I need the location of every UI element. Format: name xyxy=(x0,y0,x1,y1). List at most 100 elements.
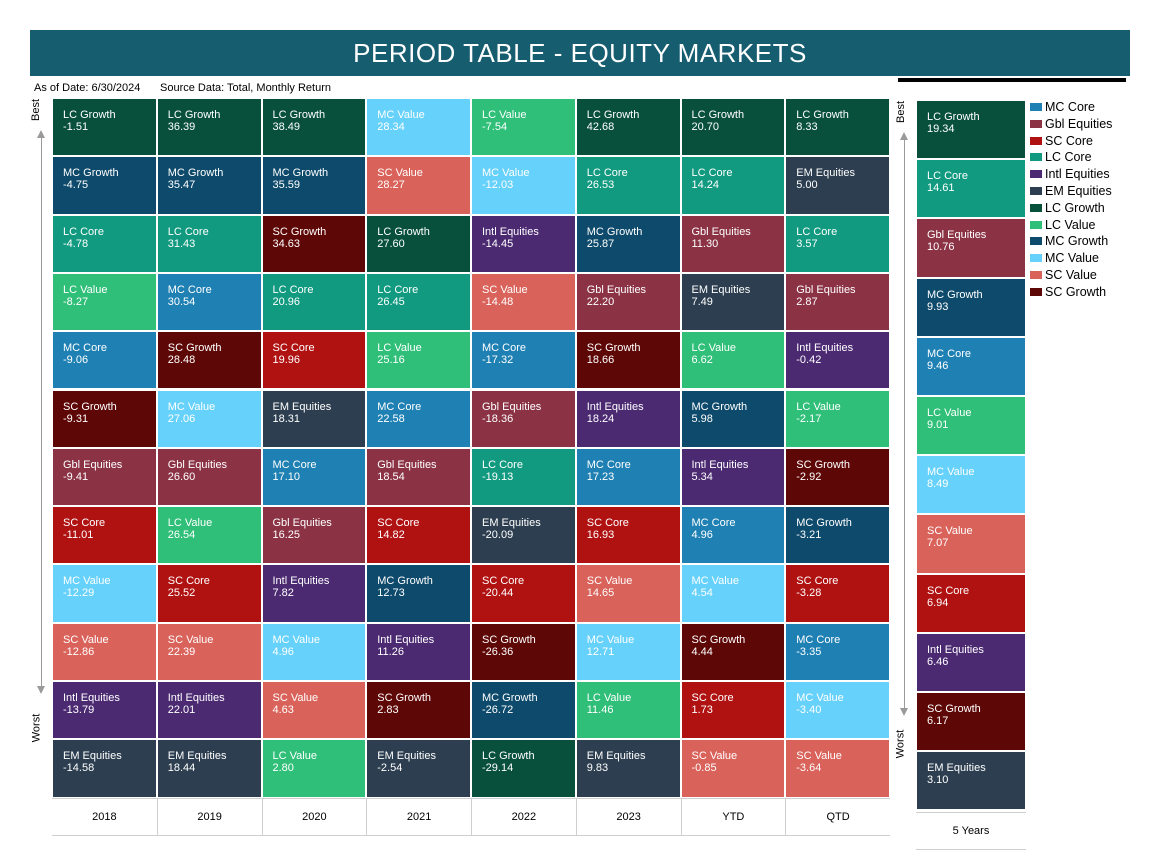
cell-value: 26.60 xyxy=(167,470,196,483)
cell-value: 2.83 xyxy=(377,704,399,716)
cell-lc-growth: LC Growth 42.68 xyxy=(575,98,681,157)
column-label-2019: 2019 xyxy=(156,799,262,835)
cell-label: MC Growth xyxy=(482,692,538,704)
cell-value: 9.01 xyxy=(927,419,949,431)
cell-sc-core: SC Core 6.94 xyxy=(916,573,1026,633)
cell-label: LC Core xyxy=(586,167,628,180)
cell-label: MC Value xyxy=(167,400,216,413)
cell-value: -20.09 xyxy=(482,529,514,542)
cell-label: MC Core xyxy=(691,517,736,530)
cell-em-equities: EM Equities -14.58 xyxy=(52,739,157,798)
legend-swatch xyxy=(1030,136,1042,145)
cell-label: MC Value xyxy=(482,167,530,180)
cell-label: SC Growth xyxy=(167,342,222,355)
cell-value: -3.35 xyxy=(796,645,822,658)
cell-label: MC Core xyxy=(482,342,527,355)
cell-value: -3.28 xyxy=(796,587,822,600)
cell-label: EM Equities xyxy=(691,283,751,296)
legend-item-mc-growth: MC Growth xyxy=(1030,234,1108,248)
cell-value: -8.27 xyxy=(63,295,89,308)
cell-value: 18.66 xyxy=(586,354,615,367)
cell-label: Intl Equities xyxy=(482,225,539,238)
cell-sc-growth: SC Growth 28.48 xyxy=(156,331,262,390)
cell-value: -13.79 xyxy=(63,704,95,716)
cell-mc-core: MC Core 4.96 xyxy=(680,506,786,565)
cell-value: 11.26 xyxy=(377,645,404,658)
cell-value: 10.76 xyxy=(927,241,955,254)
legend-swatch xyxy=(1030,237,1042,246)
cell-label: MC Growth xyxy=(272,167,329,180)
legend-item-intl-equities: Intl Equities xyxy=(1030,167,1110,181)
cell-lc-core: LC Core 3.57 xyxy=(785,214,890,273)
cell-value: 4.96 xyxy=(691,529,713,542)
cell-label: EM Equities xyxy=(796,167,855,180)
cell-value: 14.65 xyxy=(586,587,615,600)
legend-swatch xyxy=(1030,119,1042,128)
legend-swatch xyxy=(1030,153,1042,162)
cell-label: LC Value xyxy=(796,400,841,413)
cell-value: 22.01 xyxy=(167,704,196,716)
column-label-2018: 2018 xyxy=(92,811,117,823)
worst-label-left: Worst xyxy=(30,713,43,743)
arrow-down-icon-right xyxy=(900,708,908,716)
legend-item-gbl-equities: Gbl Equities xyxy=(1030,117,1112,131)
cell-mc-value: MC Value 4.96 xyxy=(261,622,367,681)
legend-label: Gbl Equities xyxy=(1045,116,1113,131)
cell-mc-value: MC Value 27.06 xyxy=(156,389,262,448)
legend-item-mc-core: MC Core xyxy=(1030,100,1095,114)
title-banner: PERIOD TABLE - EQUITY MARKETS xyxy=(30,30,1130,76)
cell-em-equities: EM Equities 3.10 xyxy=(916,751,1026,811)
cell-value: 6.94 xyxy=(927,596,949,609)
cell-em-equities: EM Equities 18.31 xyxy=(261,389,367,448)
cell-label: Gbl Equities xyxy=(272,517,332,530)
cell-label: SC Core xyxy=(927,584,970,597)
cell-label: Intl Equities xyxy=(927,643,984,656)
cell-value: 20.70 xyxy=(691,121,720,133)
cell-sc-core: SC Core -20.44 xyxy=(471,564,576,623)
cell-value: 4.63 xyxy=(272,704,294,716)
cell-lc-value: LC Value 2.80 xyxy=(261,739,367,798)
cell-label: MC Core xyxy=(927,347,972,360)
cell-label: SC Value xyxy=(586,575,633,588)
cell-lc-growth: LC Growth 19.34 xyxy=(916,100,1026,160)
cell-value: -3.21 xyxy=(796,529,822,542)
cell-label: SC Core xyxy=(167,575,210,588)
cell-sc-growth: SC Growth -2.92 xyxy=(785,447,890,507)
cell-label: MC Growth xyxy=(586,225,643,238)
cell-mc-growth: MC Growth 35.59 xyxy=(261,156,367,215)
cell-lc-growth: LC Growth 20.70 xyxy=(680,98,786,157)
legend-item-mc-value: MC Value xyxy=(1030,251,1099,265)
cell-value: 6.62 xyxy=(691,354,713,367)
cell-sc-value: SC Value -3.64 xyxy=(785,739,890,798)
arrow-up-icon-right xyxy=(900,132,908,140)
cell-label: LC Growth xyxy=(691,109,745,121)
cell-label: MC Core xyxy=(377,400,422,413)
cell-intl-equities: Intl Equities 11.26 xyxy=(366,622,471,681)
cell-label: EM Equities xyxy=(482,517,541,530)
cell-value: 2.87 xyxy=(796,295,818,308)
cell-em-equities: EM Equities -20.09 xyxy=(471,506,576,565)
cell-mc-value: MC Value -3.40 xyxy=(785,681,890,740)
cell-label: EM Equities xyxy=(586,750,646,763)
cell-label: SC Core xyxy=(63,517,106,530)
cell-value: 17.10 xyxy=(272,470,301,483)
cell-mc-value: MC Value 4.54 xyxy=(680,564,786,623)
cell-sc-growth: SC Growth 4.44 xyxy=(680,622,786,681)
cell-value: 20.96 xyxy=(272,295,301,308)
cell-intl-equities: Intl Equities -13.79 xyxy=(52,681,157,740)
cell-label: Gbl Equities xyxy=(482,400,542,413)
cell-value: -3.64 xyxy=(796,762,822,775)
cell-value: 25.87 xyxy=(586,237,615,250)
cell-gbl-equities: Gbl Equities 16.25 xyxy=(261,506,367,565)
cell-label: SC Value xyxy=(272,692,319,704)
cell-label: SC Value xyxy=(167,633,214,646)
arrow-down-icon xyxy=(37,686,45,694)
legend-label: EM Equities xyxy=(1045,184,1112,198)
cell-value: 12.71 xyxy=(586,645,615,658)
cell-em-equities: EM Equities 9.83 xyxy=(575,739,681,798)
cell-value: 4.96 xyxy=(272,645,294,658)
cell-label: Intl Equities xyxy=(691,458,749,471)
cell-label: LC Value xyxy=(586,692,632,704)
cell-label: MC Core xyxy=(586,458,631,471)
right-axis-line xyxy=(904,140,905,710)
